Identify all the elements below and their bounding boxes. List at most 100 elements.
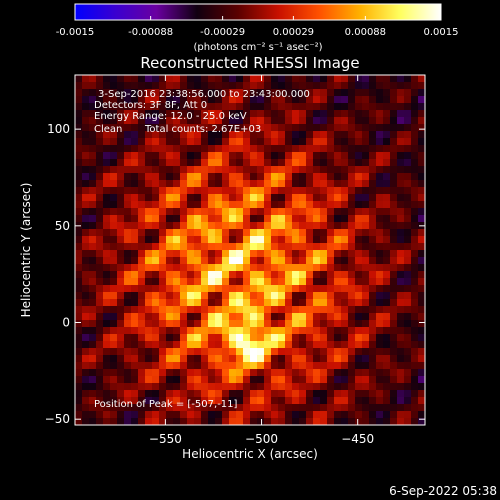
heatmap-cell — [250, 187, 258, 195]
heatmap-cell — [306, 404, 314, 412]
heatmap-cell — [243, 404, 251, 412]
heatmap-cell — [362, 383, 370, 391]
heatmap-cell — [159, 243, 167, 251]
heatmap-cell — [334, 320, 342, 328]
heatmap-cell — [103, 292, 111, 300]
heatmap-cell — [348, 278, 356, 286]
heatmap-cell — [376, 348, 384, 356]
heatmap-cell — [341, 264, 349, 272]
heatmap-cell — [348, 306, 356, 314]
heatmap-cell — [292, 201, 300, 209]
heatmap-cell — [180, 278, 188, 286]
heatmap-cell — [159, 334, 167, 342]
heatmap-cell — [334, 306, 342, 314]
heatmap-cell — [215, 355, 223, 363]
heatmap-cell — [404, 327, 412, 335]
heatmap-cell — [313, 257, 321, 265]
heatmap-cell — [299, 215, 307, 223]
heatmap-cell — [376, 250, 384, 258]
heatmap-cell — [96, 320, 104, 328]
heatmap-cell — [131, 313, 139, 321]
heatmap-cell — [159, 257, 167, 265]
heatmap-cell — [201, 89, 209, 97]
heatmap-cell — [250, 271, 258, 279]
heatmap-cell — [208, 89, 216, 97]
heatmap-cell — [103, 187, 111, 195]
heatmap-cell — [334, 418, 342, 425]
heatmap-cell — [383, 327, 391, 335]
heatmap-cell — [376, 299, 384, 307]
heatmap-cell — [201, 110, 209, 118]
heatmap-cell — [362, 306, 370, 314]
heatmap-cell — [187, 404, 195, 412]
heatmap-cell — [173, 369, 181, 377]
heatmap-cell — [208, 103, 216, 111]
heatmap-cell — [306, 355, 314, 363]
heatmap-cell — [180, 320, 188, 328]
heatmap-cell — [278, 166, 286, 174]
heatmap-cell — [320, 229, 328, 237]
heatmap-cell — [334, 369, 342, 377]
heatmap-cell — [96, 355, 104, 363]
heatmap-cell — [390, 138, 398, 146]
heatmap-cell — [110, 145, 118, 153]
heatmap-cell — [145, 278, 153, 286]
heatmap-cell — [201, 299, 209, 307]
heatmap-cell — [264, 348, 272, 356]
heatmap-cell — [383, 89, 391, 97]
heatmap-cell — [292, 362, 300, 370]
heatmap-cell — [131, 397, 139, 405]
heatmap-cell — [201, 397, 209, 405]
heatmap-cell — [362, 75, 370, 83]
heatmap-cell — [194, 215, 202, 223]
heatmap-cell — [117, 313, 125, 321]
heatmap-cell — [257, 117, 265, 125]
heatmap-cell — [250, 257, 258, 265]
heatmap-cell — [222, 159, 230, 167]
heatmap-cell — [117, 236, 125, 244]
heatmap-cell — [397, 355, 405, 363]
heatmap-cell — [341, 236, 349, 244]
heatmap-cell — [313, 404, 321, 412]
heatmap-cell — [327, 313, 335, 321]
heatmap-cell — [292, 355, 300, 363]
heatmap-cell — [418, 404, 425, 412]
heatmap-cell — [278, 418, 286, 425]
heatmap-cell — [138, 390, 146, 398]
heatmap-cell — [229, 292, 237, 300]
heatmap-cell — [292, 278, 300, 286]
heatmap-cell — [117, 166, 125, 174]
heatmap-cell — [243, 180, 251, 188]
heatmap-cell — [404, 166, 412, 174]
heatmap-cell — [208, 390, 216, 398]
heatmap-cell — [82, 418, 90, 425]
heatmap-cell — [355, 138, 363, 146]
heatmap-cell — [418, 355, 425, 363]
heatmap-cell — [341, 145, 349, 153]
heatmap-cell — [250, 362, 258, 370]
heatmap-cell — [145, 334, 153, 342]
heatmap-cell — [215, 299, 223, 307]
heatmap-cell — [306, 110, 314, 118]
heatmap-cell — [145, 96, 153, 104]
heatmap-cell — [313, 327, 321, 335]
heatmap-cell — [250, 208, 258, 216]
heatmap-cell — [138, 173, 146, 181]
heatmap-cell — [327, 243, 335, 251]
heatmap-cell — [152, 222, 160, 230]
heatmap-cell — [257, 173, 265, 181]
heatmap-cell — [89, 383, 97, 391]
heatmap-cell — [96, 215, 104, 223]
heatmap-cell — [327, 327, 335, 335]
heatmap-cell — [166, 187, 174, 195]
heatmap-cell — [166, 341, 174, 349]
heatmap-cell — [418, 75, 425, 83]
heatmap-cell — [222, 383, 230, 391]
heatmap-cell — [75, 369, 83, 377]
heatmap-cell — [138, 187, 146, 195]
heatmap-cell — [159, 215, 167, 223]
heatmap-cell — [236, 152, 244, 160]
heatmap-cell — [131, 250, 139, 258]
heatmap-cell — [138, 236, 146, 244]
heatmap-cell — [292, 292, 300, 300]
